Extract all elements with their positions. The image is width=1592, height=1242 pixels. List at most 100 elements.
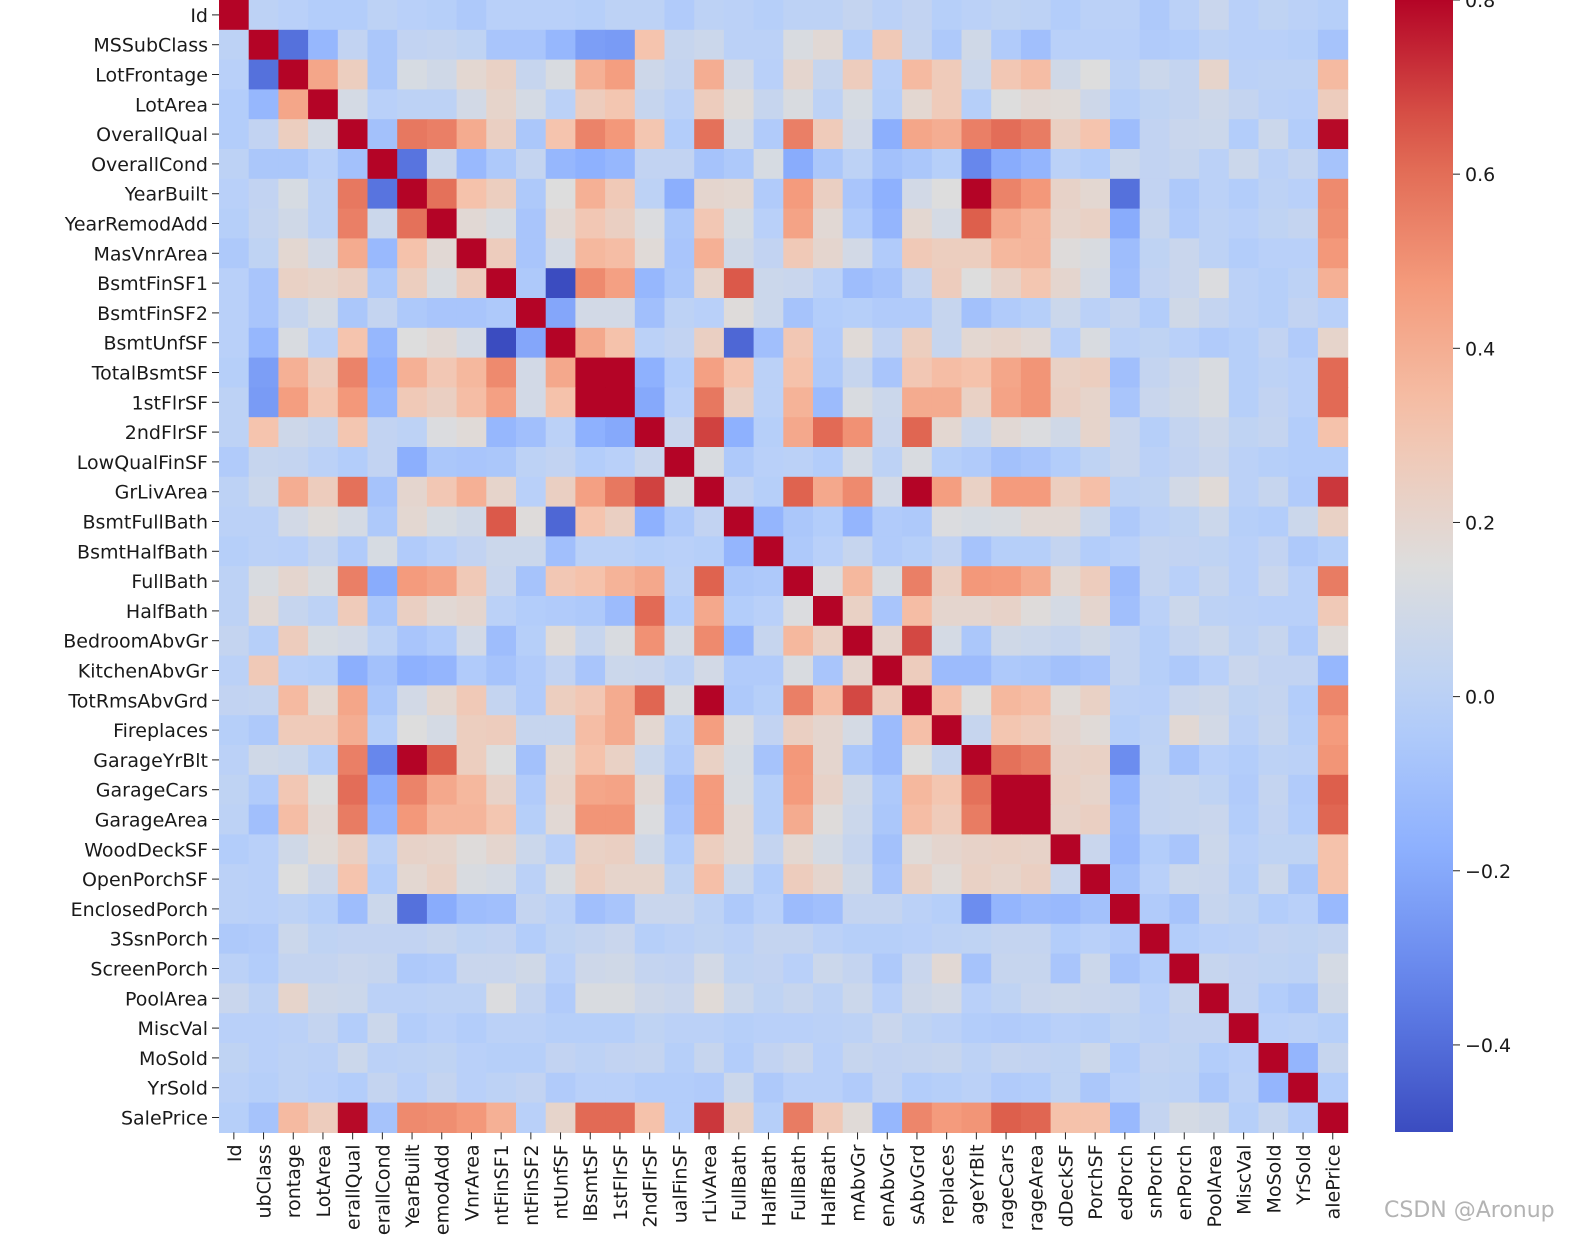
heatmap-cell [248,238,279,269]
heatmap-cell [486,178,517,210]
heatmap-cell [516,447,547,478]
heatmap-cell [426,536,458,567]
heatmap-cell [1050,655,1081,686]
heatmap-cell [248,89,279,120]
heatmap-cell [783,0,814,31]
heatmap-cell [1199,536,1230,567]
heatmap-cell [902,387,933,418]
heatmap-cell [486,804,517,835]
heatmap-cell [872,804,903,835]
heatmap-cell [694,268,725,299]
heatmap-cell [1080,685,1111,716]
heatmap-cell [426,506,458,537]
x-tick-label: FullBath [729,1144,751,1221]
heatmap-cell [783,387,814,418]
heatmap-cell [694,417,725,448]
heatmap-cell [931,1043,963,1074]
heatmap-cell [1080,1102,1111,1133]
heatmap-cell [397,357,428,388]
y-tick-label: 2ndFlrSF [125,422,208,444]
heatmap-cell [575,208,606,239]
heatmap-cell [308,476,339,508]
heatmap-cell [634,178,666,210]
heatmap-cell [1288,357,1319,388]
heatmap-cell [516,89,547,120]
y-tick-label: YrSold [147,1078,208,1100]
heatmap-cell [931,238,963,269]
heatmap-cell [1199,417,1230,448]
heatmap-cell [575,953,606,984]
heatmap-cell [1317,357,1349,388]
heatmap-cell [516,327,547,359]
heatmap-cell [1169,834,1200,865]
heatmap-cell [1199,208,1230,239]
heatmap-cell [337,715,369,746]
heatmap-cell [1199,298,1230,329]
heatmap-cell [545,149,576,180]
heatmap-cell [842,715,873,746]
heatmap-cell [486,0,517,31]
heatmap-cell [308,804,339,835]
heatmap-cell [813,327,844,359]
heatmap-cell [1020,1043,1052,1074]
heatmap-cell [1228,238,1260,269]
heatmap-cell [1139,804,1170,835]
colorbar-tick-label: −0.4 [1465,1035,1511,1057]
heatmap-cell [1199,983,1230,1014]
x-axis-tick-labels: Id ubClass rontage LotArea erallQual erallCon… [224,1132,1345,1235]
heatmap-cell [308,745,339,776]
heatmap-cell [278,0,309,31]
heatmap-cell [278,655,309,686]
heatmap-cell [842,119,873,150]
heatmap-cell [931,268,963,299]
heatmap-cell [723,447,755,478]
heatmap-cell [456,178,487,210]
heatmap-cell [783,1043,814,1074]
heatmap-cell [545,506,576,537]
heatmap-cell [902,894,933,925]
heatmap-cell [634,864,666,895]
heatmap-cell [516,1043,547,1074]
heatmap-cell [1288,655,1319,686]
heatmap-cell [1228,1043,1260,1074]
heatmap-cell [308,59,339,90]
heatmap-cell [367,625,398,657]
heatmap-cell [813,625,844,657]
heatmap-cell [278,1043,309,1074]
heatmap-cell [1080,238,1111,269]
heatmap-cell [1110,804,1141,835]
heatmap-cell [397,417,428,448]
heatmap-cell [426,417,458,448]
heatmap-cell [1080,625,1111,657]
heatmap-cell [1020,864,1052,895]
heatmap-cell [902,238,933,269]
heatmap-cell [605,506,636,537]
heatmap-cell [219,119,250,150]
heatmap-cell [902,1072,933,1104]
heatmap-cell [931,476,963,508]
heatmap-cell [1169,566,1200,597]
heatmap-cell [486,238,517,269]
heatmap-cell [694,804,725,835]
x-tick-label: 1stFlrSF [610,1144,632,1220]
heatmap-cell [248,625,279,657]
heatmap-cell [1110,417,1141,448]
heatmap-cell [872,953,903,984]
heatmap-cell [753,59,784,90]
heatmap-cell [1139,864,1170,895]
heatmap-cell [991,149,1022,180]
heatmap-cell [753,357,784,388]
heatmap-cell [278,625,309,657]
heatmap-cell [813,208,844,239]
heatmap-cell [961,119,992,150]
heatmap-cell [1317,89,1349,120]
heatmap-cell [694,566,725,597]
heatmap-cell [1199,506,1230,537]
heatmap-cell [634,387,666,418]
heatmap-cell [842,625,873,657]
heatmap-cell [1080,834,1111,865]
heatmap-cell [1169,774,1200,806]
heatmap-cell [1139,357,1170,388]
heatmap-cell [1317,268,1349,299]
heatmap-cell [723,208,755,239]
